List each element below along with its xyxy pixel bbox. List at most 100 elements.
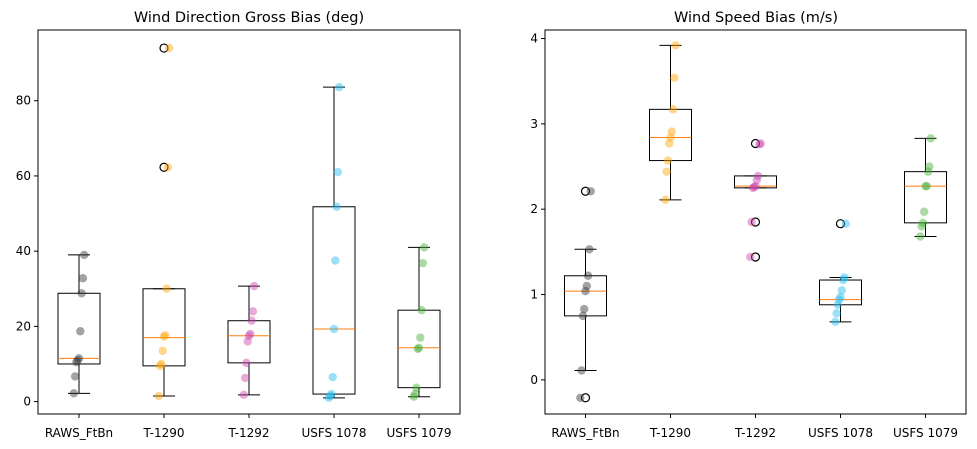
data-point <box>418 258 428 268</box>
data-point <box>244 331 254 340</box>
box <box>819 279 862 306</box>
data-point <box>835 295 844 304</box>
data-point <box>752 175 761 185</box>
chart-wind-speed: Wind Speed Bias (m/s) 0 1 2 3 4 RAWS_FtBn T-12… <box>530 10 967 440</box>
data-point <box>583 271 593 280</box>
data-point <box>416 333 425 342</box>
data-point <box>922 181 931 191</box>
y-tick-label: 40 <box>16 244 31 258</box>
flier-point <box>159 43 169 53</box>
x-tick-label: USFS 1079 <box>893 426 958 440</box>
data-point <box>663 156 673 165</box>
y-tick-label: 80 <box>16 94 31 108</box>
chart-title: Wind Speed Bias (m/s) <box>674 10 838 26</box>
data-point <box>921 181 930 191</box>
data-point <box>578 311 588 321</box>
data-point <box>72 357 81 367</box>
data-point <box>324 393 333 403</box>
data-point <box>242 358 251 368</box>
x-tick-label: RAWS_FtBn <box>45 426 113 440</box>
data-point <box>756 139 765 148</box>
data-point <box>159 332 169 341</box>
data-point <box>239 390 248 400</box>
data-point <box>410 389 420 399</box>
x-tick-label: T-1292 <box>227 426 269 440</box>
data-point <box>333 167 343 177</box>
data-point <box>840 273 849 282</box>
data-point <box>918 218 928 228</box>
data-point <box>747 217 756 227</box>
data-point <box>80 250 89 260</box>
data-point <box>246 329 255 339</box>
data-point <box>755 140 764 149</box>
data-point <box>248 307 258 316</box>
data-point <box>158 346 167 356</box>
data-point <box>332 202 341 211</box>
data-point <box>586 187 595 196</box>
y-tick-label: 3 <box>530 117 538 131</box>
data-point <box>836 292 845 302</box>
x-tick-label: T-1290 <box>649 426 691 440</box>
flier-point <box>750 252 761 262</box>
data-point <box>163 163 173 172</box>
data-point <box>662 167 671 176</box>
data-point <box>420 243 429 252</box>
data-point <box>841 219 850 228</box>
data-point <box>77 289 86 298</box>
box <box>227 320 271 364</box>
box <box>142 288 186 367</box>
data-point <box>155 361 165 371</box>
data-point <box>250 281 259 291</box>
y-tick-label: 20 <box>16 319 31 333</box>
data-point <box>926 134 935 143</box>
x-tick-label: USFS 1078 <box>808 426 873 440</box>
data-point <box>665 139 674 148</box>
box <box>649 108 692 162</box>
data-point <box>925 162 934 171</box>
y-tick-label: 0 <box>530 373 538 387</box>
data-point <box>417 305 426 315</box>
x-tick-label: USFS 1078 <box>301 426 366 440</box>
data-point <box>670 73 679 82</box>
data-point <box>585 245 594 254</box>
plot-frame <box>544 29 967 415</box>
data-point <box>838 275 848 285</box>
flier-point <box>835 219 846 229</box>
flier-point <box>159 162 169 172</box>
data-point <box>577 366 586 375</box>
data-point <box>73 356 82 365</box>
data-point <box>335 82 344 92</box>
data-point <box>920 207 929 216</box>
x-tick-label: T-1290 <box>142 426 184 440</box>
data-point <box>753 171 763 181</box>
x-tick-label: T-1292 <box>734 426 776 440</box>
data-point <box>328 372 337 382</box>
data-point <box>76 327 85 336</box>
y-tick-label: 4 <box>530 32 538 46</box>
data-point <box>671 41 680 50</box>
x-tick-label: USFS 1079 <box>386 426 451 440</box>
data-point <box>240 373 250 383</box>
data-point <box>661 195 670 205</box>
data-point <box>243 337 252 346</box>
data-point <box>327 389 336 399</box>
y-tick-label: 1 <box>530 288 538 302</box>
data-point <box>837 286 846 295</box>
data-point <box>923 167 933 176</box>
flier-point <box>580 393 591 403</box>
flier-point <box>750 138 761 149</box>
data-point <box>78 274 88 283</box>
data-point <box>831 317 840 327</box>
data-point <box>325 391 335 401</box>
data-point <box>746 252 755 262</box>
data-point <box>70 372 80 381</box>
data-point <box>582 281 591 291</box>
box <box>734 175 777 189</box>
flier-point <box>580 186 591 196</box>
y-tick-label: 0 <box>23 395 31 409</box>
data-point <box>329 324 339 334</box>
data-point <box>576 393 585 402</box>
flier-point <box>750 217 761 227</box>
data-point <box>157 359 166 369</box>
